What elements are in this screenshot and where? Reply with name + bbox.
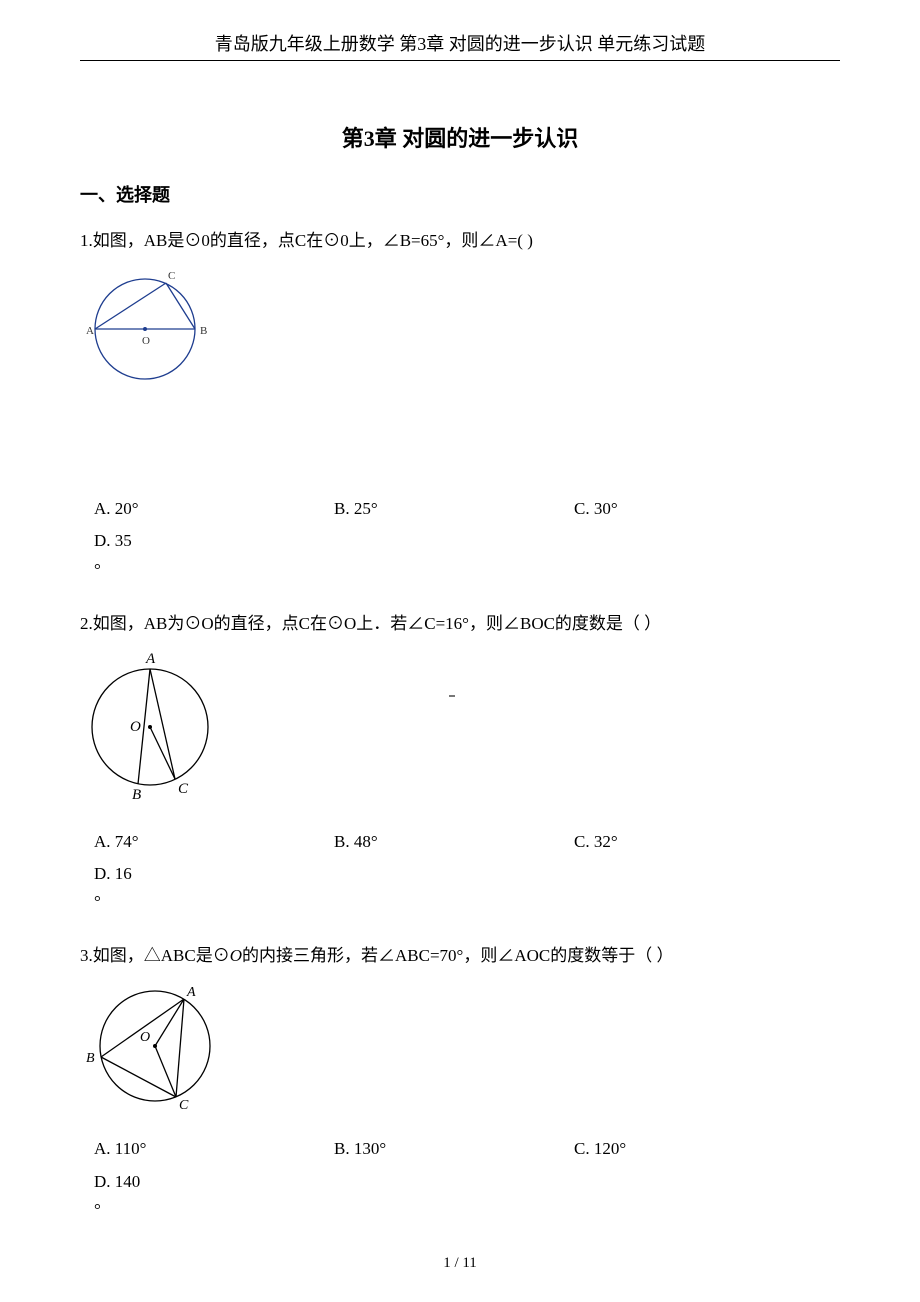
- figure-wrap: A B C O: [80, 264, 840, 479]
- page: 青岛版九年级上册数学 第3章 对圆的进一步认识 单元练习试题 第3章 对圆的进一…: [0, 0, 920, 1302]
- svg-text:O: O: [140, 1030, 150, 1045]
- question-text: 3.如图，△ABC是⊙O的内接三角形，若∠ABC=70°，则∠AOC的度数等于（…: [80, 942, 840, 969]
- question-block: 3.如图，△ABC是⊙O的内接三角形，若∠ABC=70°，则∠AOC的度数等于（…: [80, 942, 840, 1222]
- svg-text:C: C: [178, 781, 189, 797]
- choices-row: A. 110°B. 130°C. 120° D. 140: [94, 1133, 840, 1198]
- choices-row: A. 20°B. 25°C. 30° D. 35: [94, 493, 840, 558]
- choice-wrap-suffix: °: [94, 558, 840, 582]
- question-figure: A B C O: [80, 647, 230, 807]
- choice-option: B. 48°: [334, 826, 574, 858]
- svg-text:B: B: [86, 1051, 95, 1066]
- choice-wrap-suffix: °: [94, 1198, 840, 1222]
- svg-text:A: A: [86, 325, 94, 337]
- section-title: 一、选择题: [80, 181, 840, 207]
- question-text: 1.如图，AB是⊙0的直径，点C在⊙0上，∠B=65°，则∠A=( ): [80, 227, 840, 254]
- figure-wrap: A B C O: [80, 647, 840, 812]
- choices-row: A. 74°B. 48°C. 32° D. 16: [94, 826, 840, 891]
- choice-wrap-suffix: °: [94, 890, 840, 914]
- svg-text:B: B: [132, 787, 141, 803]
- header-underline: [80, 60, 840, 61]
- page-number: 1 / 11: [0, 1255, 920, 1272]
- figure-wrap: A B C O: [80, 979, 840, 1119]
- center-marker-icon: [449, 695, 455, 697]
- choice-option: A. 74°: [94, 826, 334, 858]
- question-figure: A B C O: [80, 979, 230, 1114]
- choice-option: C. 120°: [574, 1133, 814, 1165]
- chapter-title: 第3章 对圆的进一步认识: [80, 121, 840, 153]
- svg-text:C: C: [179, 1098, 189, 1113]
- svg-text:A: A: [186, 985, 196, 1000]
- choice-option: D. 16: [94, 858, 154, 890]
- choice-option: B. 25°: [334, 493, 574, 525]
- svg-text:O: O: [142, 335, 150, 347]
- svg-text:O: O: [130, 719, 141, 735]
- questions-container: 1.如图，AB是⊙0的直径，点C在⊙0上，∠B=65°，则∠A=( )ABCOA…: [80, 227, 840, 1222]
- question-text: 2.如图，AB为⊙O的直径，点C在⊙O上．若∠C=16°，则∠BOC的度数是（ …: [80, 610, 840, 637]
- choice-option: B. 130°: [334, 1133, 574, 1165]
- choice-option: C. 32°: [574, 826, 814, 858]
- choice-option: D. 35: [94, 525, 154, 557]
- question-block: 2.如图，AB为⊙O的直径，点C在⊙O上．若∠C=16°，则∠BOC的度数是（ …: [80, 610, 840, 915]
- question-block: 1.如图，AB是⊙0的直径，点C在⊙0上，∠B=65°，则∠A=( )ABCOA…: [80, 227, 840, 582]
- choice-option: C. 30°: [574, 493, 814, 525]
- svg-text:B: B: [200, 325, 207, 337]
- choice-option: A. 110°: [94, 1133, 334, 1165]
- running-header: 青岛版九年级上册数学 第3章 对圆的进一步认识 单元练习试题: [80, 30, 840, 56]
- question-figure: A B C O: [80, 264, 230, 474]
- svg-text:A: A: [145, 651, 156, 667]
- choice-option: D. 140: [94, 1166, 154, 1198]
- svg-text:C: C: [168, 270, 175, 282]
- choice-option: A. 20°: [94, 493, 334, 525]
